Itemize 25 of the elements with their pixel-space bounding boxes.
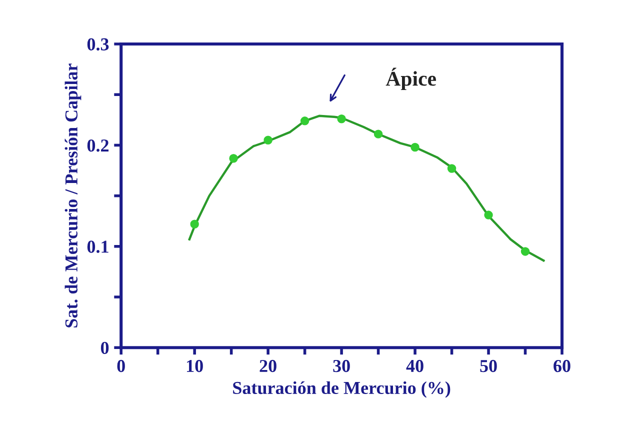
- x-tick-label: 60: [554, 360, 570, 372]
- y-tick-label: 0.3: [87, 38, 109, 51]
- x-tick-label: 20: [260, 360, 276, 372]
- y-axis-title: Sat. de Mercurio / Presión Capilar: [64, 64, 82, 328]
- point: [229, 154, 238, 163]
- x-tick-label: 10: [187, 360, 203, 372]
- y-tick-label: 0.2: [87, 139, 109, 152]
- point: [190, 220, 199, 229]
- y-tick-label: 0: [100, 342, 109, 354]
- point: [520, 247, 530, 256]
- annotation: Ápice: [386, 68, 436, 90]
- point: [484, 210, 493, 220]
- x-tick-label: 30: [333, 360, 350, 372]
- point: [374, 130, 383, 138]
- point: [337, 114, 346, 124]
- y-tick-label: 0.1: [87, 240, 108, 253]
- point: [264, 136, 272, 145]
- point: [410, 142, 420, 152]
- x-axis-title: Saturación de Mercurio (%): [233, 381, 450, 398]
- point: [300, 116, 310, 126]
- x-tick-label: 40: [406, 360, 424, 372]
- line-series: [188, 114, 545, 262]
- x-tick-label: 50: [480, 360, 497, 372]
- x-tick-label: 0: [117, 360, 125, 372]
- point: [447, 164, 456, 173]
